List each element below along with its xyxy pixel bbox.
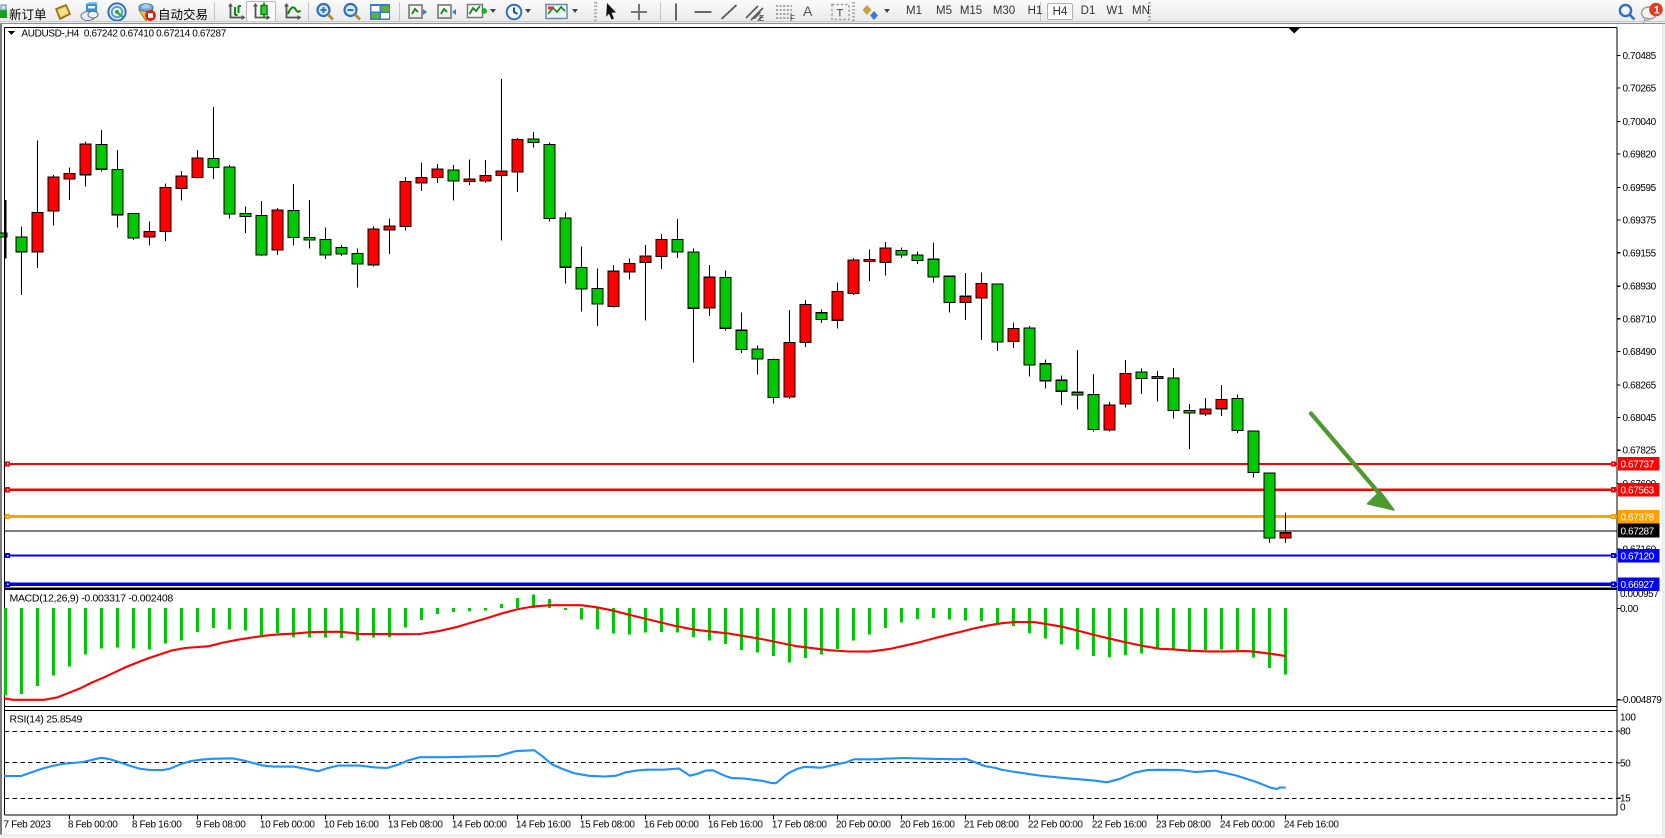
svg-text:0.67287: 0.67287 — [1621, 526, 1655, 537]
svg-text:8 Feb 16:00: 8 Feb 16:00 — [132, 820, 182, 831]
svg-text:0.67378: 0.67378 — [1621, 512, 1655, 523]
svg-text:1: 1 — [1654, 5, 1660, 17]
svg-text:20 Feb 00:00: 20 Feb 00:00 — [836, 820, 892, 831]
svg-text:15: 15 — [1620, 794, 1631, 805]
svg-text:RSI(14) 25.8549: RSI(14) 25.8549 — [10, 713, 83, 725]
svg-text:0: 0 — [1620, 803, 1626, 814]
svg-text:16 Feb 00:00: 16 Feb 00:00 — [644, 820, 700, 831]
svg-text:0.68265: 0.68265 — [1623, 380, 1657, 391]
svg-text:0.69155: 0.69155 — [1623, 248, 1657, 259]
svg-text:0.70265: 0.70265 — [1623, 84, 1657, 95]
svg-text:0.68045: 0.68045 — [1623, 413, 1657, 424]
svg-text:0.00: 0.00 — [1620, 604, 1639, 615]
svg-text:22 Feb 16:00: 22 Feb 16:00 — [1092, 820, 1148, 831]
svg-text:23 Feb 08:00: 23 Feb 08:00 — [1156, 820, 1212, 831]
svg-text:MACD(12,26,9) -0.003317 -0.002: MACD(12,26,9) -0.003317 -0.002408 — [10, 592, 174, 604]
svg-text:0.68710: 0.68710 — [1623, 314, 1657, 325]
svg-text:17 Feb 08:00: 17 Feb 08:00 — [772, 820, 828, 831]
svg-text:0.69595: 0.69595 — [1623, 183, 1657, 194]
svg-text:16 Feb 16:00: 16 Feb 16:00 — [708, 820, 764, 831]
svg-text:0.67120: 0.67120 — [1621, 551, 1655, 562]
svg-text:50: 50 — [1620, 758, 1631, 769]
svg-text:10 Feb 00:00: 10 Feb 00:00 — [260, 820, 316, 831]
svg-text:0.66927: 0.66927 — [1621, 580, 1655, 591]
svg-text:0.67563: 0.67563 — [1621, 486, 1655, 497]
svg-text:14 Feb 16:00: 14 Feb 16:00 — [516, 820, 572, 831]
svg-text:0.67737: 0.67737 — [1621, 460, 1655, 471]
svg-text:100: 100 — [1620, 713, 1636, 724]
svg-text:21 Feb 08:00: 21 Feb 08:00 — [964, 820, 1020, 831]
svg-text:0.68930: 0.68930 — [1623, 282, 1657, 293]
svg-text:13 Feb 08:00: 13 Feb 08:00 — [388, 820, 444, 831]
svg-text:0.69820: 0.69820 — [1623, 150, 1657, 161]
svg-text:9 Feb 08:00: 9 Feb 08:00 — [196, 820, 246, 831]
svg-text:24 Feb 00:00: 24 Feb 00:00 — [1220, 820, 1276, 831]
svg-text:14 Feb 00:00: 14 Feb 00:00 — [452, 820, 508, 831]
svg-text:7 Feb 2023: 7 Feb 2023 — [4, 820, 52, 831]
svg-text:0.70485: 0.70485 — [1623, 51, 1657, 62]
svg-text:24 Feb 16:00: 24 Feb 16:00 — [1284, 820, 1340, 831]
svg-text:F: F — [790, 14, 795, 22]
svg-text:-0.004879: -0.004879 — [1620, 695, 1662, 706]
svg-text:E: E — [759, 14, 764, 22]
svg-text:0.68490: 0.68490 — [1623, 347, 1657, 358]
svg-text:0.69375: 0.69375 — [1623, 216, 1657, 227]
svg-text:0.70040: 0.70040 — [1623, 117, 1657, 128]
svg-text:0.000957: 0.000957 — [1620, 589, 1659, 600]
svg-text:80: 80 — [1620, 727, 1631, 738]
svg-text:20 Feb 16:00: 20 Feb 16:00 — [900, 820, 956, 831]
svg-text:0.67825: 0.67825 — [1623, 446, 1657, 457]
svg-text:T: T — [837, 8, 844, 20]
svg-text:8 Feb 00:00: 8 Feb 00:00 — [68, 820, 118, 831]
svg-text:15 Feb 08:00: 15 Feb 08:00 — [580, 820, 636, 831]
svg-text:AUDUSD-,H4 0.67242 0.67410 0.: AUDUSD-,H4 0.67242 0.67410 0.67214 0.672… — [21, 28, 226, 39]
svg-text:10 Feb 16:00: 10 Feb 16:00 — [324, 820, 380, 831]
svg-text:22 Feb 00:00: 22 Feb 00:00 — [1028, 820, 1084, 831]
